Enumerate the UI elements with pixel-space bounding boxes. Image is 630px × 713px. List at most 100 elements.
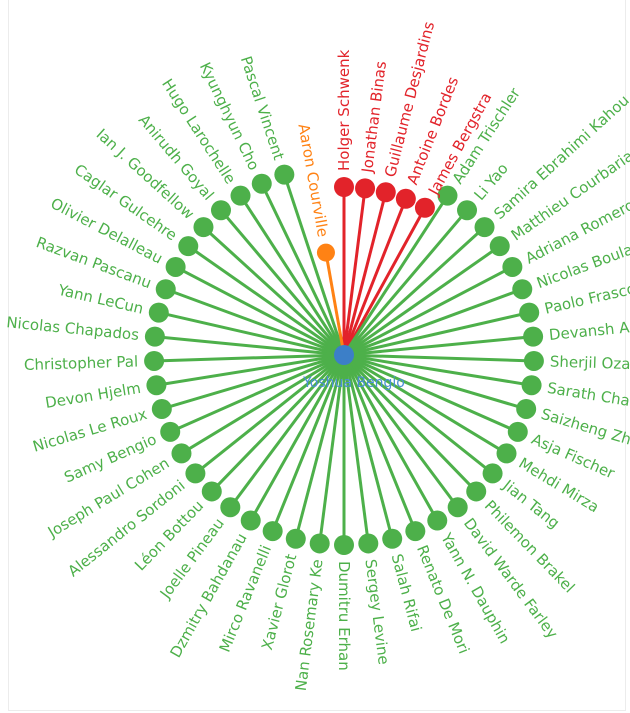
coauthor-node[interactable] [171, 443, 192, 464]
edge [342, 354, 394, 540]
coauthor-node[interactable] [155, 279, 176, 300]
coauthor-node[interactable] [523, 350, 544, 371]
edge [342, 188, 367, 356]
coauthor-node[interactable] [489, 236, 510, 257]
coauthor-label: Devansh Arpit [548, 316, 630, 344]
coauthor-node[interactable] [457, 200, 478, 221]
edge [342, 191, 388, 356]
coauthor-label: Dumitru Erhan [335, 561, 353, 671]
coauthor-node[interactable] [414, 197, 435, 218]
coauthor-node[interactable] [201, 481, 222, 502]
edge [154, 353, 345, 363]
edge [187, 244, 345, 357]
coauthor-node[interactable] [316, 243, 335, 262]
coauthor-node[interactable] [427, 510, 448, 531]
edge [156, 353, 345, 387]
coauthor-node[interactable] [375, 182, 396, 203]
coauthor-node[interactable] [185, 463, 206, 484]
edge [343, 353, 527, 411]
coauthor-node[interactable] [144, 326, 165, 347]
coauthor-node[interactable] [251, 173, 272, 194]
edge [343, 353, 494, 475]
coauthor-node[interactable] [482, 463, 503, 484]
edge [271, 354, 346, 532]
coauthor-node[interactable] [230, 185, 251, 206]
coauthor-node[interactable] [358, 533, 379, 554]
edge [343, 353, 519, 434]
edge [342, 198, 408, 356]
edge [239, 194, 346, 356]
center-label: Yoshua Bengio [302, 375, 405, 391]
coauthor-label: Christopher Pal [24, 352, 139, 374]
coauthor-node[interactable] [178, 236, 199, 257]
edge [343, 353, 534, 363]
coauthor-node[interactable] [507, 421, 528, 442]
coauthor-node[interactable] [519, 302, 540, 323]
edge [202, 226, 346, 357]
edge [342, 354, 417, 532]
edge [342, 209, 469, 356]
coauthor-node[interactable] [437, 185, 458, 206]
coauthor-node[interactable] [146, 375, 167, 396]
coauthor-node[interactable] [395, 188, 416, 209]
edge [169, 353, 345, 434]
edge [343, 353, 532, 387]
coauthor-label: Sherjil Ozair [550, 352, 630, 373]
coauthor-node[interactable] [144, 350, 165, 371]
edge [343, 335, 534, 357]
coauthor-node[interactable] [474, 217, 495, 238]
edge [342, 354, 439, 522]
coauthor-node[interactable] [262, 521, 283, 542]
edge [194, 353, 345, 475]
chart-frame [8, 0, 626, 711]
edge [174, 265, 345, 357]
edge [343, 353, 508, 455]
coauthor-node[interactable] [355, 178, 376, 199]
edge [343, 287, 523, 357]
center-node[interactable] [334, 345, 354, 365]
coauthor-label: Sergey Levine [361, 558, 392, 666]
coauthor-node[interactable] [447, 497, 468, 518]
nodes-layer [144, 164, 544, 555]
edge [294, 354, 346, 540]
edge [180, 353, 345, 455]
edge [210, 353, 346, 493]
coauthor-label: Holger Schwenk [335, 49, 353, 171]
coauthor-node[interactable] [516, 398, 537, 419]
coauthor-node[interactable] [210, 200, 231, 221]
coauthor-node[interactable] [382, 528, 403, 549]
coauthor-node[interactable] [523, 326, 544, 347]
coauthor-node[interactable] [165, 256, 186, 277]
edge [342, 226, 486, 357]
coauthor-node[interactable] [405, 521, 426, 542]
edge [342, 207, 427, 356]
coauthor-node[interactable] [274, 164, 295, 185]
edge [282, 174, 346, 356]
coauthor-label: Nan Rosemary Ke [292, 558, 327, 692]
coauthor-node[interactable] [496, 443, 517, 464]
coauthor-node[interactable] [285, 528, 306, 549]
coauthor-node[interactable] [334, 177, 354, 197]
coauthor-node[interactable] [220, 497, 241, 518]
coauthor-node[interactable] [148, 302, 169, 323]
coauthor-node[interactable] [151, 398, 172, 419]
edge [342, 194, 449, 356]
edge [260, 183, 346, 356]
coauthor-node[interactable] [512, 279, 533, 300]
edge [343, 311, 530, 357]
coauthor-node[interactable] [309, 533, 330, 554]
coauthor-label: Devon Hjelm [44, 379, 142, 412]
coauthor-node[interactable] [240, 510, 261, 531]
coauthor-node[interactable] [466, 481, 487, 502]
edge [165, 287, 345, 357]
coauthor-node[interactable] [521, 375, 542, 396]
coauthor-node[interactable] [160, 421, 181, 442]
coauthor-node[interactable] [502, 256, 523, 277]
edge [318, 354, 346, 544]
coauthor-node[interactable] [334, 535, 354, 555]
edge [342, 354, 459, 509]
coauthor-node[interactable] [193, 217, 214, 238]
edge [343, 265, 514, 357]
edge [342, 354, 370, 544]
